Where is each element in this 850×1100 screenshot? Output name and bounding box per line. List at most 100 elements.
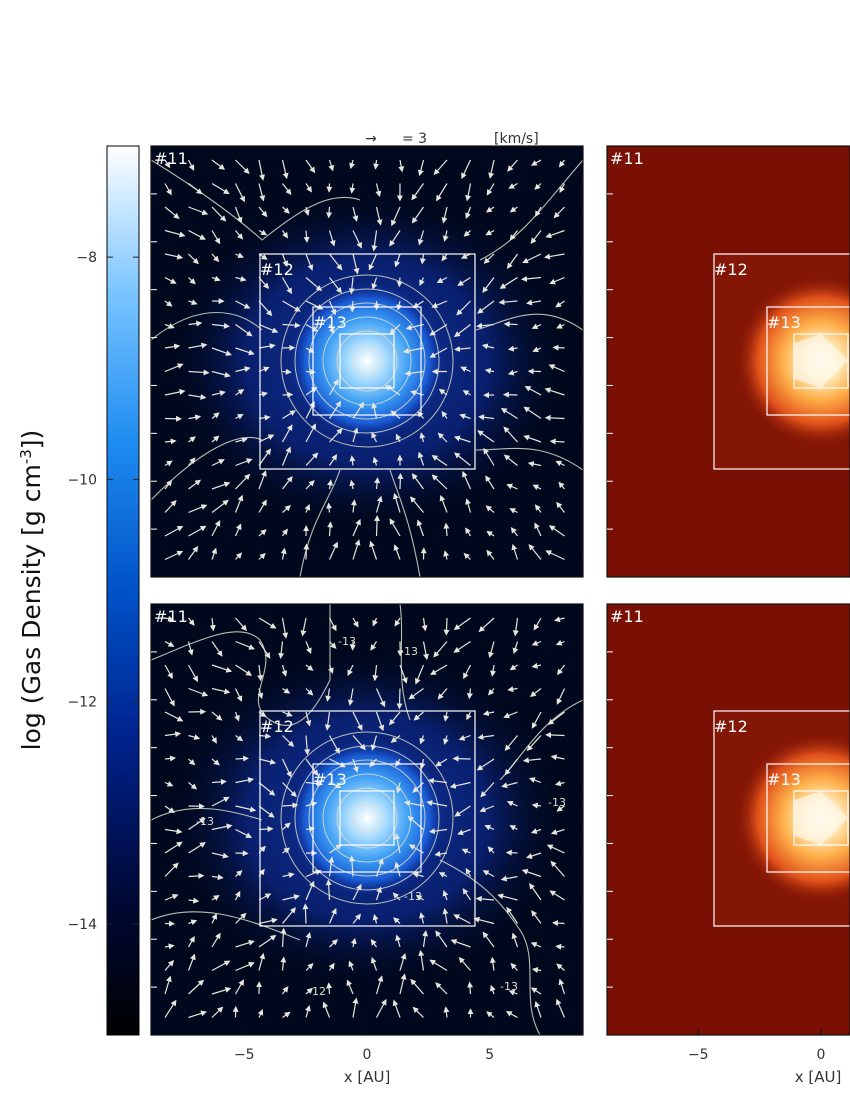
velocity-arrow <box>305 480 315 490</box>
velocity-arrow <box>395 934 401 948</box>
velocity-arrow <box>305 1005 311 1018</box>
velocity-arrow <box>282 300 301 312</box>
velocity-arrow <box>394 861 401 877</box>
velocity-arrow <box>529 688 542 698</box>
velocity-arrow <box>329 844 343 854</box>
velocity-arrow <box>369 540 378 560</box>
velocity-arrow <box>375 495 383 513</box>
velocity-arrow <box>399 973 407 995</box>
velocity-arrow <box>188 504 208 514</box>
density-contour <box>336 787 398 849</box>
velocity-arrow <box>370 641 378 651</box>
velocity-arrow <box>305 159 316 174</box>
velocity-arrow <box>258 805 275 818</box>
velocity-arrow <box>188 758 196 766</box>
velocity-arrow <box>534 504 542 513</box>
velocity-arrow <box>506 800 518 807</box>
velocity-arrow <box>373 159 380 170</box>
velocity-arrow <box>508 989 518 996</box>
velocity-arrow <box>305 183 312 193</box>
velocity-arrow <box>441 410 448 419</box>
velocity-arrow <box>556 688 566 705</box>
velocity-arrow <box>235 617 247 631</box>
velocity-arrow <box>419 432 426 443</box>
velocity-arrow <box>324 711 331 731</box>
velocity-arrow <box>164 688 175 707</box>
velocity-arrow <box>532 484 542 491</box>
velocity-arrow <box>352 230 362 249</box>
velocity-arrow <box>234 183 245 203</box>
velocity-arrow <box>211 664 233 673</box>
velocity-arrow <box>484 367 495 374</box>
velocity-arrow <box>531 662 542 669</box>
velocity-arrow <box>392 999 401 1018</box>
density-contour <box>294 288 440 434</box>
density-contour <box>299 469 341 577</box>
x-axis-label: x [AU] <box>344 1068 391 1086</box>
velocity-arrow <box>545 731 565 738</box>
velocity-arrow <box>527 461 542 467</box>
velocity-arrow <box>235 939 255 948</box>
velocity-arrow <box>417 451 425 466</box>
velocity-arrow <box>282 872 295 879</box>
velocity-arrow <box>188 817 206 830</box>
velocity-arrow <box>553 206 565 219</box>
velocity-arrow <box>349 300 356 313</box>
velocity-arrow <box>329 454 338 466</box>
velocity-arrow <box>188 734 201 741</box>
velocity-arrow <box>443 522 450 537</box>
velocity-arrow <box>531 967 542 973</box>
velocity-arrow <box>482 870 495 878</box>
velocity-arrow <box>555 998 566 1018</box>
velocity-arrow <box>506 253 518 269</box>
grid-level-label: #11 <box>154 607 188 626</box>
velocity-arrow <box>485 475 495 490</box>
velocity-arrow <box>545 229 565 239</box>
density-contour <box>151 311 263 341</box>
velocity-arrow <box>392 492 401 513</box>
velocity-arrow <box>258 159 265 181</box>
x-tick-label: 0 <box>817 1047 826 1063</box>
velocity-arrow <box>235 159 250 175</box>
velocity-arrow <box>282 322 301 329</box>
velocity-arrow <box>235 961 255 972</box>
velocity-arrow <box>530 159 542 166</box>
density-contour <box>479 159 583 261</box>
velocity-arrow <box>504 735 518 752</box>
velocity-arrow <box>556 963 565 971</box>
grid-level-label: #11 <box>610 607 644 626</box>
density-contour <box>151 604 331 726</box>
velocity-arrow <box>465 206 472 220</box>
velocity-arrow <box>544 253 565 260</box>
velocity-arrow <box>412 1006 424 1018</box>
grid-level-box <box>339 333 395 389</box>
velocity-arrow <box>211 481 231 490</box>
velocity-arrow <box>258 641 271 659</box>
velocity-arrow <box>188 525 207 537</box>
velocity-arrow <box>530 828 542 834</box>
velocity-arrow <box>326 502 333 513</box>
velocity-arrow <box>498 299 518 306</box>
velocity-arrow <box>188 479 202 490</box>
velocity-arrow <box>389 230 401 247</box>
velocity-arrow <box>558 978 566 995</box>
velocity-arrow <box>507 686 518 693</box>
velocity-arrow <box>187 664 199 683</box>
grid-level-box <box>713 710 850 927</box>
velocity-arrow <box>555 300 565 308</box>
velocity-arrow <box>456 300 471 316</box>
velocity-arrow <box>305 323 319 332</box>
panel-bottom-right: #11 #12 #13 <box>607 604 850 1035</box>
velocity-arrow <box>164 894 179 901</box>
grid-level-box <box>766 306 850 416</box>
velocity-arrow <box>164 780 174 787</box>
velocity-arrow <box>442 889 449 901</box>
velocity-arrow <box>188 1010 207 1019</box>
x-axes: −5 0 5 x [AU] −5 0 x [AU] <box>234 1029 841 1086</box>
velocity-arrow <box>526 299 542 306</box>
velocity-arrow <box>188 229 206 240</box>
velocity-arrow <box>457 828 471 836</box>
velocity-arrow <box>486 530 495 537</box>
velocity-arrow <box>282 782 297 798</box>
velocity-arrow <box>211 932 221 948</box>
